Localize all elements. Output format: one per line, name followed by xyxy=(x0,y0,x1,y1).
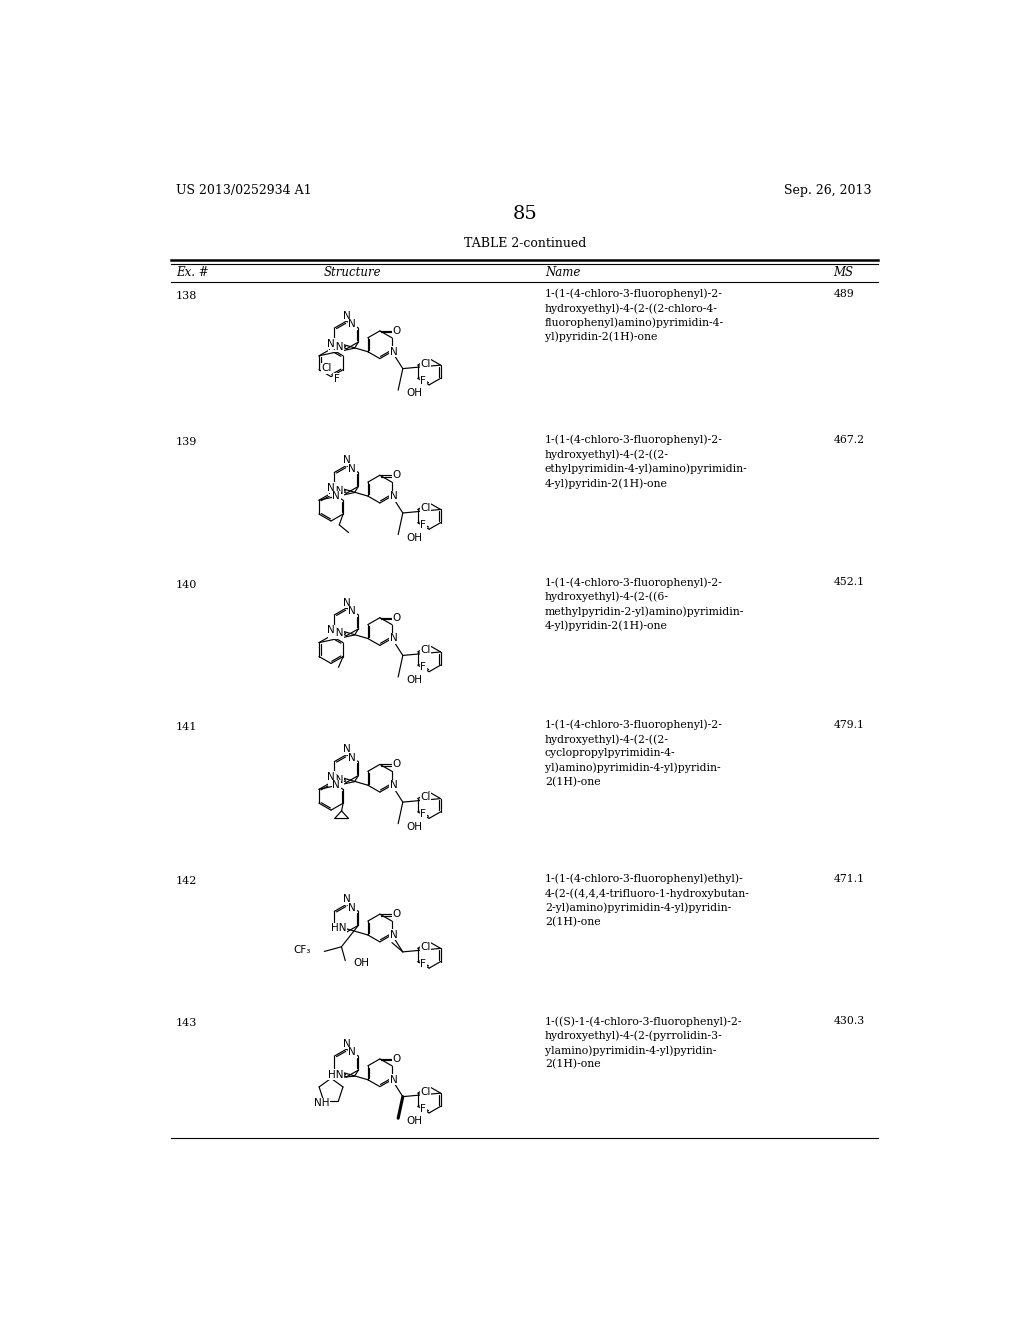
Text: N: N xyxy=(389,780,397,791)
Text: 142: 142 xyxy=(176,876,198,886)
Text: N: N xyxy=(328,483,335,492)
Text: MS: MS xyxy=(834,265,853,279)
Text: N: N xyxy=(348,1047,356,1057)
Text: HN: HN xyxy=(329,342,344,351)
Text: O: O xyxy=(392,909,400,919)
Text: 139: 139 xyxy=(176,437,198,447)
Text: N: N xyxy=(389,347,397,356)
Text: N: N xyxy=(348,463,356,474)
Text: F: F xyxy=(420,376,426,385)
Text: N: N xyxy=(332,491,340,502)
Text: 430.3: 430.3 xyxy=(834,1016,864,1026)
Text: N: N xyxy=(328,626,335,635)
Text: OH: OH xyxy=(406,675,422,685)
Text: O: O xyxy=(392,1053,400,1064)
Text: F: F xyxy=(334,374,339,384)
Text: N: N xyxy=(348,752,356,763)
Text: 1-((S)-1-(4-chloro-3-fluorophenyl)-2-
hydroxyethyl)-4-(2-(pyrrolidin-3-
ylamino): 1-((S)-1-(4-chloro-3-fluorophenyl)-2- hy… xyxy=(545,1016,742,1069)
Text: N: N xyxy=(328,772,335,781)
Text: TABLE 2-continued: TABLE 2-continued xyxy=(464,236,586,249)
Text: Cl: Cl xyxy=(420,942,431,952)
Text: Name: Name xyxy=(545,265,581,279)
Text: F: F xyxy=(420,663,426,672)
Text: HN: HN xyxy=(329,486,344,496)
Text: N: N xyxy=(342,455,350,465)
Text: N: N xyxy=(342,598,350,607)
Text: 1-(1-(4-chloro-3-fluorophenyl)ethyl)-
4-(2-((4,4,4-trifluoro-1-hydroxybutan-
2-y: 1-(1-(4-chloro-3-fluorophenyl)ethyl)- 4-… xyxy=(545,874,750,927)
Text: Cl: Cl xyxy=(322,363,332,374)
Text: N: N xyxy=(389,1074,397,1085)
Text: N: N xyxy=(342,1039,350,1049)
Text: 471.1: 471.1 xyxy=(834,874,864,883)
Text: F: F xyxy=(420,958,426,969)
Text: N: N xyxy=(389,491,397,502)
Text: 452.1: 452.1 xyxy=(834,577,864,587)
Text: N: N xyxy=(328,338,335,348)
Text: Sep. 26, 2013: Sep. 26, 2013 xyxy=(784,185,872,197)
Text: 143: 143 xyxy=(176,1019,198,1028)
Text: 1-(1-(4-chloro-3-fluorophenyl)-2-
hydroxyethyl)-4-(2-((2-
ethylpyrimidin-4-yl)am: 1-(1-(4-chloro-3-fluorophenyl)-2- hydrox… xyxy=(545,434,748,488)
Text: O: O xyxy=(392,470,400,480)
Text: 489: 489 xyxy=(834,289,854,298)
Text: Cl: Cl xyxy=(420,359,431,368)
Text: HN: HN xyxy=(329,628,344,639)
Text: N: N xyxy=(342,894,350,904)
Text: HN: HN xyxy=(331,923,346,933)
Text: N: N xyxy=(332,780,340,791)
Text: HN: HN xyxy=(329,775,344,785)
Text: N: N xyxy=(389,634,397,643)
Text: OH: OH xyxy=(406,822,422,832)
Text: 138: 138 xyxy=(176,290,198,301)
Text: 1-(1-(4-chloro-3-fluorophenyl)-2-
hydroxyethyl)-4-(2-((6-
methylpyridin-2-yl)ami: 1-(1-(4-chloro-3-fluorophenyl)-2- hydrox… xyxy=(545,577,744,631)
Text: N: N xyxy=(348,903,356,912)
Text: OH: OH xyxy=(406,388,422,399)
Text: O: O xyxy=(392,326,400,335)
Text: CF₃: CF₃ xyxy=(293,945,310,954)
Text: 140: 140 xyxy=(176,579,198,590)
Text: F: F xyxy=(420,1104,426,1114)
Text: N: N xyxy=(348,606,356,616)
Text: HN: HN xyxy=(329,1069,344,1080)
Text: F: F xyxy=(420,520,426,529)
Text: N: N xyxy=(389,931,397,940)
Text: N: N xyxy=(342,744,350,754)
Text: O: O xyxy=(392,612,400,623)
Text: NH: NH xyxy=(313,1098,329,1109)
Text: OH: OH xyxy=(406,1117,422,1126)
Text: US 2013/0252934 A1: US 2013/0252934 A1 xyxy=(176,185,311,197)
Text: O: O xyxy=(392,759,400,770)
Text: Cl: Cl xyxy=(420,503,431,513)
Text: Cl: Cl xyxy=(420,792,431,803)
Text: Structure: Structure xyxy=(324,265,382,279)
Text: Ex. #: Ex. # xyxy=(176,265,209,279)
Text: 1-(1-(4-chloro-3-fluorophenyl)-2-
hydroxyethyl)-4-(2-((2-
cyclopropylpyrimidin-4: 1-(1-(4-chloro-3-fluorophenyl)-2- hydrox… xyxy=(545,719,723,787)
Text: F: F xyxy=(420,809,426,820)
Text: 479.1: 479.1 xyxy=(834,719,864,730)
Text: Cl: Cl xyxy=(420,1086,431,1097)
Text: OH: OH xyxy=(353,958,369,968)
Text: 85: 85 xyxy=(512,205,538,223)
Text: 467.2: 467.2 xyxy=(834,434,864,445)
Text: 141: 141 xyxy=(176,722,198,733)
Text: N: N xyxy=(348,319,356,329)
Text: Cl: Cl xyxy=(420,645,431,656)
Text: 1-(1-(4-chloro-3-fluorophenyl)-2-
hydroxyethyl)-4-(2-((2-chloro-4-
fluorophenyl): 1-(1-(4-chloro-3-fluorophenyl)-2- hydrox… xyxy=(545,289,724,342)
Text: OH: OH xyxy=(406,533,422,543)
Text: N: N xyxy=(342,310,350,321)
